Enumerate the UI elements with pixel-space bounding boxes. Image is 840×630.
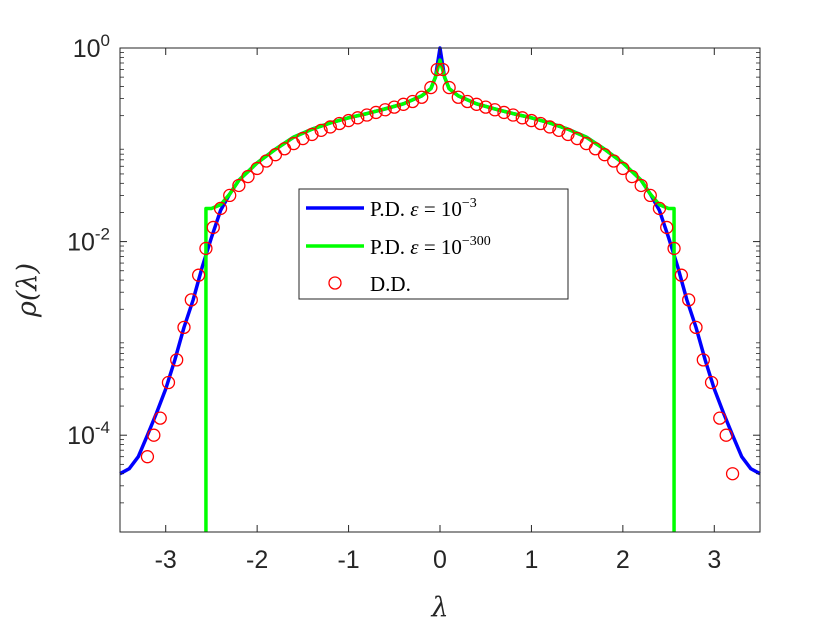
- data-point: [660, 220, 674, 235]
- data-point: [561, 127, 575, 142]
- data-point: [643, 188, 657, 203]
- data-point: [451, 90, 465, 104]
- data-point: [515, 111, 529, 125]
- data-point: [177, 320, 191, 335]
- data-point: [199, 241, 213, 256]
- data-point: [323, 120, 337, 134]
- data-point: [725, 467, 740, 481]
- data-point: [704, 375, 719, 390]
- data-point: [506, 108, 520, 122]
- data-point: [607, 154, 621, 168]
- data-point: [360, 108, 374, 122]
- legend-label-pd-eps300: P.D. ε = 10−300: [370, 234, 491, 259]
- data-point: [268, 148, 283, 162]
- legend: P.D. ε = 10−3 P.D. ε = 10−300 D.D.: [298, 188, 569, 300]
- x-tick-label: -1: [337, 546, 359, 574]
- data-point: [161, 375, 176, 390]
- data-point: [667, 241, 681, 256]
- legend-marker-dd: [328, 276, 342, 290]
- y-tick-label: 10-4: [67, 418, 110, 450]
- data-point: [430, 62, 444, 77]
- data-point: [597, 148, 612, 162]
- data-point: [442, 80, 456, 95]
- data-point: [497, 105, 511, 120]
- data-point: [206, 220, 220, 235]
- data-point: [674, 268, 689, 282]
- data-point: [170, 353, 184, 367]
- data-point: [533, 116, 548, 131]
- data-point: [625, 169, 639, 184]
- data-point: [191, 268, 206, 282]
- x-tick-label: 0: [433, 546, 447, 574]
- data-point: [250, 161, 264, 176]
- data-point: [479, 100, 493, 114]
- x-tick-label: 2: [616, 546, 630, 574]
- data-point: [332, 116, 347, 131]
- data-point: [415, 90, 429, 104]
- data-point: [153, 411, 167, 425]
- data-point: [436, 62, 450, 77]
- data-point: [241, 169, 255, 184]
- data-point: [634, 178, 648, 193]
- y-tick-label: 10-2: [67, 225, 110, 257]
- x-tick-label: -2: [246, 546, 268, 574]
- data-point: [296, 131, 310, 146]
- data-point: [341, 113, 356, 128]
- data-point: [588, 142, 603, 156]
- data-point: [689, 320, 703, 335]
- data-point: [140, 450, 155, 464]
- data-point: [232, 178, 246, 193]
- data-point: [351, 111, 365, 125]
- legend-label-dd: D.D.: [370, 272, 411, 296]
- data-point: [713, 411, 727, 425]
- x-tick-label: 1: [524, 546, 538, 574]
- data-point: [652, 201, 667, 216]
- legend-label-pd-eps3: P.D. ε = 10−3: [370, 196, 477, 221]
- data-point: [524, 113, 539, 128]
- data-point: [552, 123, 566, 138]
- data-point: [460, 94, 475, 109]
- x-axis-label: λ: [430, 592, 448, 623]
- x-tick-label: 3: [707, 546, 721, 574]
- data-point: [314, 123, 328, 138]
- data-point: [378, 103, 392, 117]
- data-point: [696, 353, 710, 367]
- data-point: [369, 105, 383, 120]
- data-point: [396, 97, 411, 111]
- data-point: [424, 80, 438, 95]
- data-point: [184, 293, 198, 307]
- data-point: [223, 188, 237, 203]
- y-tick-label: 100: [73, 31, 110, 63]
- data-point: [147, 428, 161, 442]
- data-point: [682, 293, 696, 307]
- x-tick-label: -3: [155, 546, 177, 574]
- y-axis: 10-4 10-2 100: [67, 31, 760, 504]
- data-point: [213, 201, 228, 216]
- data-point: [543, 120, 557, 134]
- x-axis: -3 -2 -1 0 1 2 3: [155, 48, 721, 574]
- data-point: [387, 100, 401, 114]
- data-point: [259, 154, 273, 168]
- data-point: [488, 103, 502, 117]
- data-point: [616, 161, 630, 176]
- data-point: [719, 428, 733, 442]
- data-point: [469, 97, 484, 111]
- y-axis-label: ρ(λ): [12, 263, 43, 318]
- data-point: [305, 127, 319, 142]
- data-point: [405, 94, 420, 109]
